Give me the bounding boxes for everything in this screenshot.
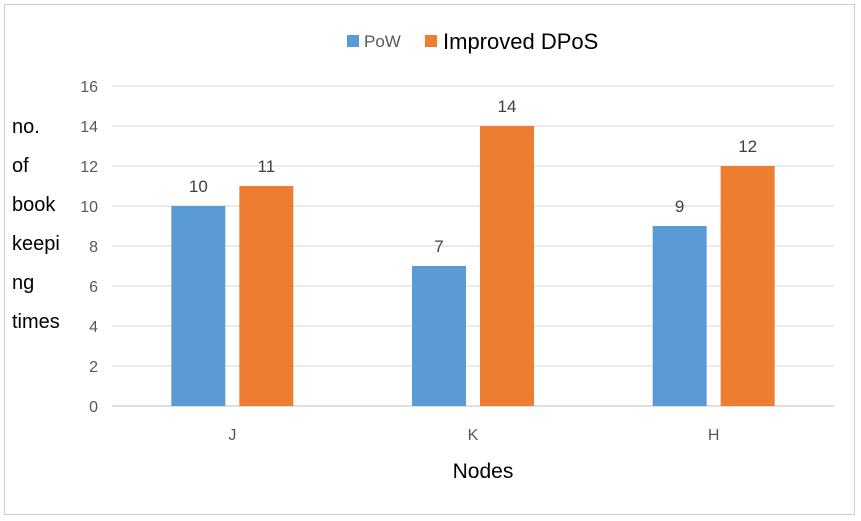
y-tick-label: 2 [89,359,98,376]
bar-pow-k [412,266,466,406]
y-axis-ticks: 0 2 4 6 8 10 12 14 16 [80,79,98,416]
data-label: 9 [675,197,684,216]
y-axis-label-line-1: no. [12,116,40,138]
y-tick-label: 8 [89,239,98,256]
data-label: 12 [738,137,757,156]
x-axis-title: Nodes [453,460,514,483]
bars [171,126,775,406]
bar-improved-dpos-h [720,166,775,406]
y-tick-label: 0 [89,399,98,416]
data-label: 11 [258,157,276,176]
y-tick-label: 12 [80,159,98,176]
y-tick-label: 6 [89,279,98,296]
legend-label-improved-dpos: Improved DPoS [443,29,598,54]
bar-pow-j [171,206,226,406]
legend-swatch-improved-dpos [425,35,437,47]
gridlines [112,85,834,407]
y-tick-label: 4 [89,319,98,336]
y-axis-label-line-6: times [12,311,60,333]
x-tick-label: H [708,427,720,444]
legend-label-pow: PoW [364,32,401,51]
data-labels: 10 11 7 14 9 12 [189,97,757,256]
y-tick-label: 10 [80,199,98,216]
y-axis-label-line-2: of [12,155,29,177]
y-tick-label: 14 [80,119,98,136]
y-tick-label: 16 [80,79,98,96]
data-label: 7 [434,237,443,256]
data-label: 10 [189,177,208,196]
y-axis-label-line-5: ng [12,272,34,294]
y-axis-label-line-4: keepi [12,233,60,255]
legend: PoW Improved DPoS [347,29,598,54]
chart-frame [4,4,855,515]
y-axis-label-line-3: book [12,194,56,216]
legend-swatch-pow [347,35,359,47]
bar-improved-dpos-k [480,126,534,406]
y-axis-label: no. of book keepi ng times [12,116,60,333]
bar-pow-h [652,226,707,406]
x-tick-label: J [228,427,236,444]
data-label: 14 [498,97,517,116]
x-tick-label: K [468,427,479,444]
bar-improved-dpos-j [239,186,294,406]
